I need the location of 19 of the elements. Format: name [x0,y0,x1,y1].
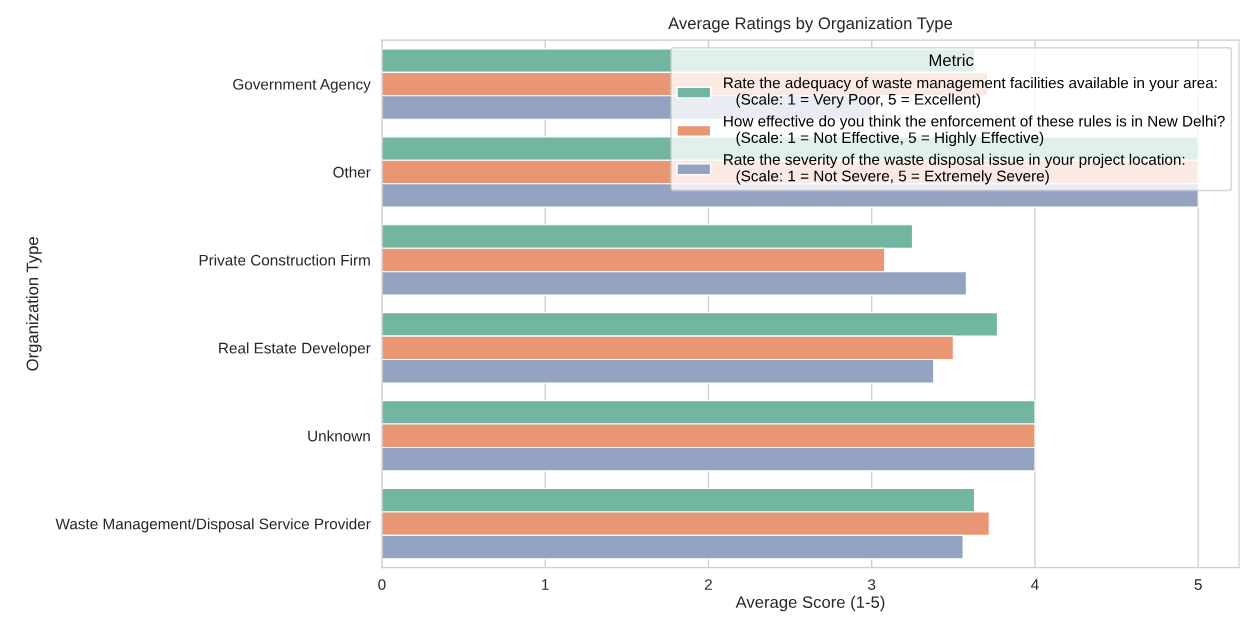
y-tick-label: Other [333,166,371,178]
y-tick-label: Real Estate Developer [219,342,371,357]
x-tick-label: 1 [542,579,549,590]
y-tick-label: Unknown [308,430,370,442]
x-tick-label: 4 [1031,579,1039,590]
chart-title: Average Ratings by Organization Type [668,16,953,33]
x-axis-title: Average Score (1-5) [735,595,885,612]
x-tick-label: 5 [1194,579,1202,590]
x-tick-label: 0 [378,579,386,590]
y-axis-title: Organization Type [26,237,42,371]
x-tick-label: 2 [704,579,712,590]
legend-title: Metric [929,53,974,67]
legend-label: Rate the severity of the waste disposal issue in your project location: (Scale: 1 = Not Severe, 5 = Extremely Severe) [724,153,1185,185]
y-tick-label: Waste Management/Disposal Service Provider [55,518,371,533]
legend-label: How effective do you think the enforcement of these rules is in New Delhi? (Scale: 1 = Not Effective, 5 = Highly Effective) [724,115,1225,147]
y-tick-label: Government Agency [233,78,371,93]
x-tick-label: 3 [868,579,876,590]
y-tick-label: Private Construction Firm [199,254,370,266]
legend-label: Rate the adequacy of waste management facilities available in your area: (Scale: 1 = Very Poor, 5 = Excellent) [724,77,1217,108]
